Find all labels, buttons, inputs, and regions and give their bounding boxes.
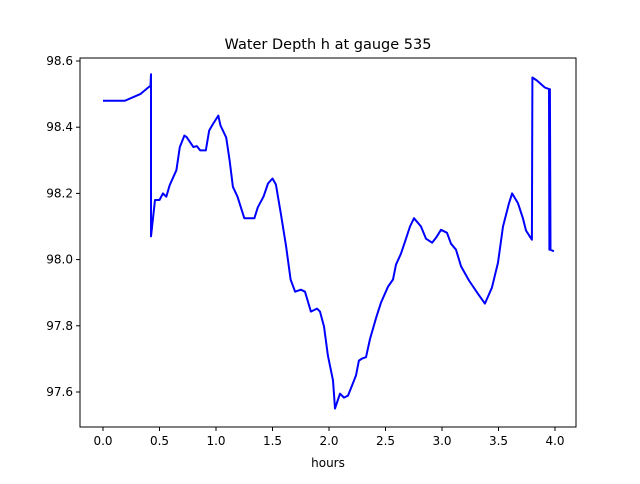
chart-title: Water Depth h at gauge 535	[225, 37, 432, 53]
y-tick-label: 97.8	[46, 319, 73, 333]
x-tick-label: 2.0	[319, 434, 338, 448]
axes-frame	[79, 57, 577, 428]
y-tick-label: 98.0	[46, 253, 73, 267]
x-axis: 0.0 0.5 1.0 1.5 2.0 2.5 3.0 3.5 4.0	[93, 427, 565, 448]
x-tick-label: 4.0	[545, 434, 564, 448]
x-tick-label: 1.5	[263, 434, 282, 448]
x-tick-label: 3.5	[489, 434, 508, 448]
series-line-h	[103, 73, 555, 410]
x-tick-label: 0.0	[93, 434, 112, 448]
y-tick-label: 97.6	[46, 385, 73, 399]
x-tick-label: 1.0	[206, 434, 225, 448]
y-tick-label: 98.4	[46, 120, 73, 134]
x-tick-label: 3.0	[432, 434, 451, 448]
x-axis-label: hours	[311, 456, 345, 470]
y-axis: 97.6 97.8 98.0 98.2 98.4 98.6	[46, 54, 80, 399]
x-tick-label: 0.5	[150, 434, 169, 448]
y-tick-label: 98.2	[46, 186, 73, 200]
x-tick-label: 2.5	[376, 434, 395, 448]
plot-area	[103, 73, 555, 410]
y-tick-label: 98.6	[46, 54, 73, 68]
